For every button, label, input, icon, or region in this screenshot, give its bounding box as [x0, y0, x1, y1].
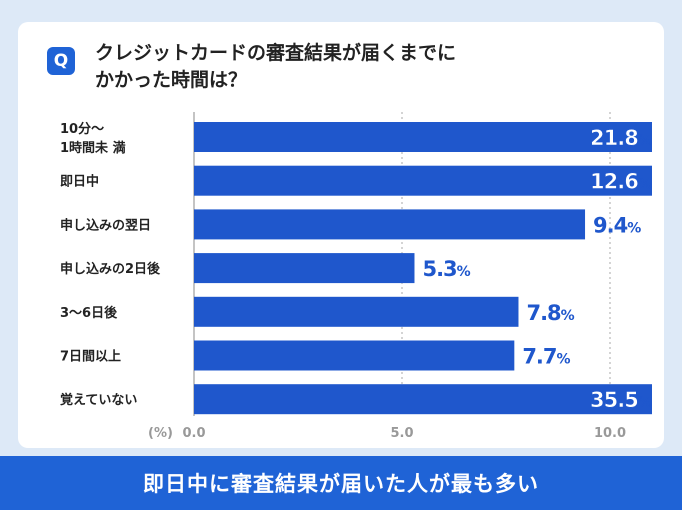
bar-1 [194, 165, 652, 196]
footer-banner: 即日中に審査結果が届いた人が最も多い [0, 456, 682, 510]
question-title: クレジットカードの審査結果が届くまでに かかった時間は？ [95, 40, 565, 94]
value-label-3: 5.3% [422, 257, 470, 281]
value-label-2: 9.4% [593, 213, 641, 237]
bar-4 [194, 296, 519, 327]
bar-0 [194, 122, 652, 152]
value-label-5: 7.7% [522, 345, 570, 369]
value-label-6: 35.5% [590, 388, 652, 412]
category-label-2: 申し込みの翌日 [60, 217, 151, 233]
question-line-1: クレジットカードの審査結果が届くまでに [95, 42, 457, 64]
bar-6 [194, 384, 652, 415]
bar-2 [194, 209, 586, 240]
category-label-3: 申し込みの2日後 [60, 261, 161, 277]
x-tick-label-1: 5.0 [390, 426, 413, 441]
category-label-6: 覚えていない [59, 392, 137, 408]
bar-5 [194, 340, 515, 371]
x-tick-label-0: 0.0 [182, 426, 205, 441]
bar-3 [194, 253, 415, 284]
x-tick-label-2: 10.0 [594, 426, 626, 441]
category-label-1: 即日中 [60, 174, 99, 190]
question-badge: Q [47, 47, 75, 75]
bar-chart: 10分〜 1時間未 満 21.8%即日中 12.6%申し込みの翌日 9.4%申し込みの2… [59, 112, 653, 441]
question-line-2: かかった時間は？ [95, 69, 248, 91]
value-label-4: 7.8% [526, 301, 574, 325]
category-label-5: 7日間以上 [60, 350, 121, 365]
category-label-0: 10分〜 1時間未 満 [60, 121, 126, 156]
x-unit-label: (%) [148, 426, 173, 441]
category-label-4: 3〜6日後 [60, 305, 118, 321]
